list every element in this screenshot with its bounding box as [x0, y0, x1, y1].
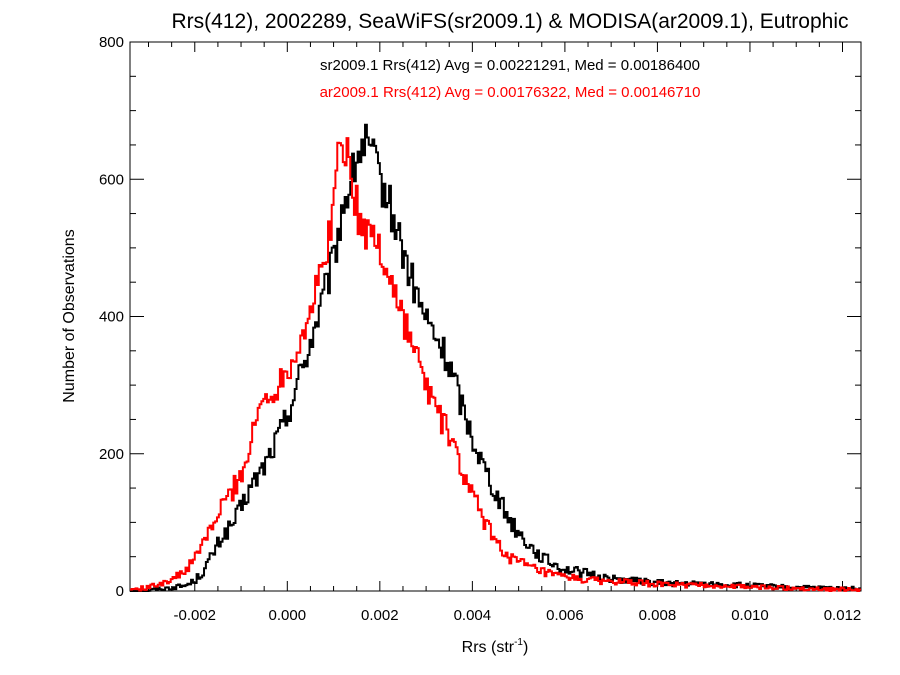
x-axis-label-superscript: -1 [514, 637, 523, 648]
x-tick-label: 0.000 [269, 607, 307, 624]
y-tick-label: 600 [99, 171, 124, 188]
x-tick-label: 0.002 [361, 607, 399, 624]
chart-title: Rrs(412), 2002289, SeaWiFS(sr2009.1) & M… [172, 10, 849, 33]
axis-ticks: -0.002 0.000 0.002 0.004 0.006 0.008 0.010 0.01… [99, 34, 861, 624]
x-tick-label: 0.010 [731, 607, 769, 624]
y-axis-label: Number of Observations [61, 229, 78, 402]
y-tick-label: 0 [116, 583, 124, 600]
series-line-2 [130, 137, 861, 592]
y-tick-label: 200 [99, 446, 124, 463]
x-tick-label: 0.006 [546, 607, 584, 624]
x-tick-label: 0.008 [639, 607, 677, 624]
x-tick-label: 0.012 [824, 607, 862, 624]
series-layer [130, 123, 861, 592]
x-tick-label: 0.004 [454, 607, 492, 624]
series-line-1 [130, 123, 861, 592]
plot-frame [129, 41, 862, 592]
annotation-ar2009: ar2009.1 Rrs(412) Avg = 0.00176322, Med … [320, 84, 701, 101]
x-axis-label: Rrs (str-1) [462, 637, 529, 656]
x-tick-label: -0.002 [173, 607, 216, 624]
annotation-sr2009: sr2009.1 Rrs(412) Avg = 0.00221291, Med … [320, 57, 700, 74]
y-tick-label: 400 [99, 309, 124, 326]
y-tick-label: 800 [99, 34, 124, 51]
